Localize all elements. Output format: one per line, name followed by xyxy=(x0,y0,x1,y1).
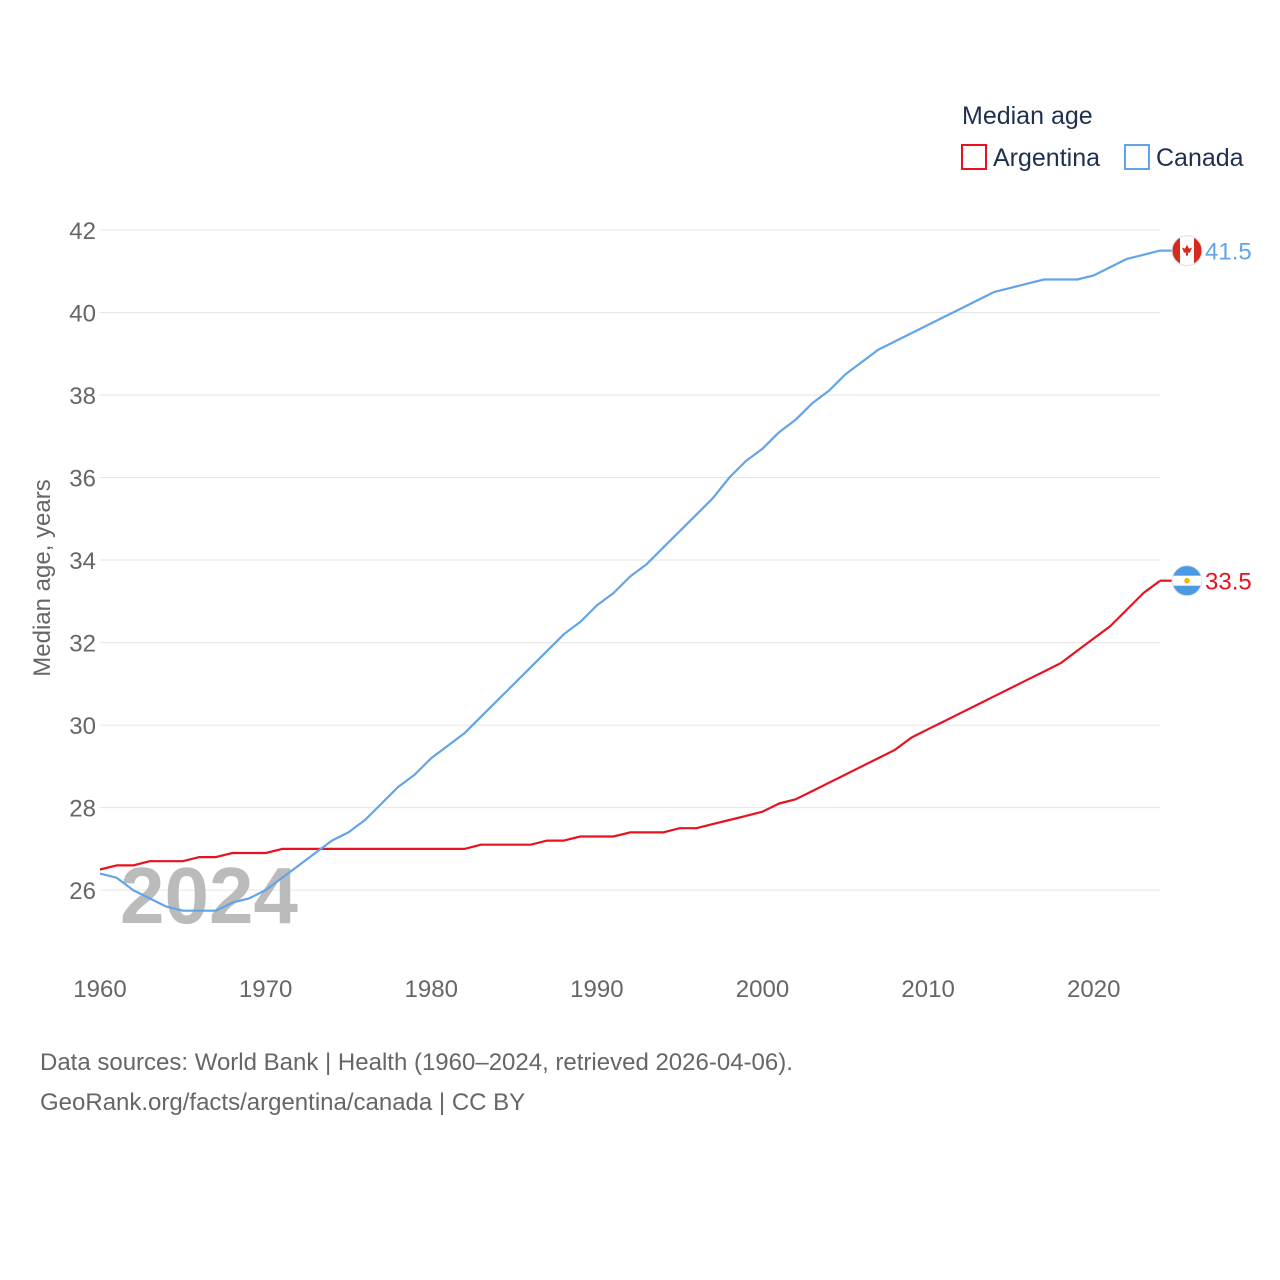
x-tick-label: 2010 xyxy=(901,976,954,1003)
y-tick-label: 36 xyxy=(69,466,96,493)
x-tick-label: 1990 xyxy=(570,976,623,1003)
legend-title: Median age xyxy=(962,102,1093,130)
x-tick-label: 1970 xyxy=(239,976,292,1003)
legend-label: Canada xyxy=(1156,144,1244,172)
y-tick-label: 28 xyxy=(69,796,96,823)
end-label-argentina: 33.5 xyxy=(1205,569,1252,596)
y-tick-label: 34 xyxy=(69,548,96,575)
y-tick-label: 30 xyxy=(69,713,96,740)
gridlines xyxy=(100,229,1160,891)
y-tick-label: 42 xyxy=(69,218,96,245)
series-end-markers: 33.5 41.5 xyxy=(1160,235,1252,597)
y-tick-label: 38 xyxy=(69,383,96,410)
data-sources-note: Data sources: World Bank | Health (1960–… xyxy=(40,1049,793,1076)
y-tick-label: 32 xyxy=(69,631,96,658)
series-line-argentina[interactable] xyxy=(99,579,1161,871)
legend-label: Argentina xyxy=(993,144,1100,172)
y-tick-label: 40 xyxy=(69,301,96,328)
legend-swatch xyxy=(1124,144,1150,170)
end-label-canada: 41.5 xyxy=(1205,239,1252,266)
footer: Data sources: World Bank | Health (1960–… xyxy=(40,1043,793,1123)
year-watermark: 2024 xyxy=(120,851,298,940)
legend-swatch xyxy=(961,144,987,170)
argentina-flag-icon xyxy=(1171,565,1203,597)
canada-flag-icon xyxy=(1171,235,1203,267)
line-chart: 26 28 30 32 34 36 38 40 42 1960 1970 1980 1990 2000 2… xyxy=(29,102,1252,1003)
legend-item-canada[interactable]: Canada xyxy=(1124,144,1244,172)
x-tick-label: 1980 xyxy=(405,976,458,1003)
x-tick-label: 2020 xyxy=(1067,976,1120,1003)
source-url[interactable]: GeoRank.org/facts/argentina/canada | CC … xyxy=(40,1089,526,1116)
y-tick-label: 26 xyxy=(69,878,96,905)
x-tick-label: 1960 xyxy=(73,976,126,1003)
series-lines xyxy=(99,249,1161,912)
series-line-canada[interactable] xyxy=(99,249,1161,912)
legend-item-argentina[interactable]: Argentina xyxy=(961,144,1100,172)
y-axis-ticks: 26 28 30 32 34 36 38 40 42 xyxy=(69,218,96,905)
x-tick-label: 2000 xyxy=(736,976,789,1003)
y-axis-label: Median age, years xyxy=(29,479,56,676)
x-axis-ticks: 1960 1970 1980 1990 2000 2010 2020 xyxy=(73,976,1120,1003)
legend: Median age Argentina Canada xyxy=(961,102,1244,172)
